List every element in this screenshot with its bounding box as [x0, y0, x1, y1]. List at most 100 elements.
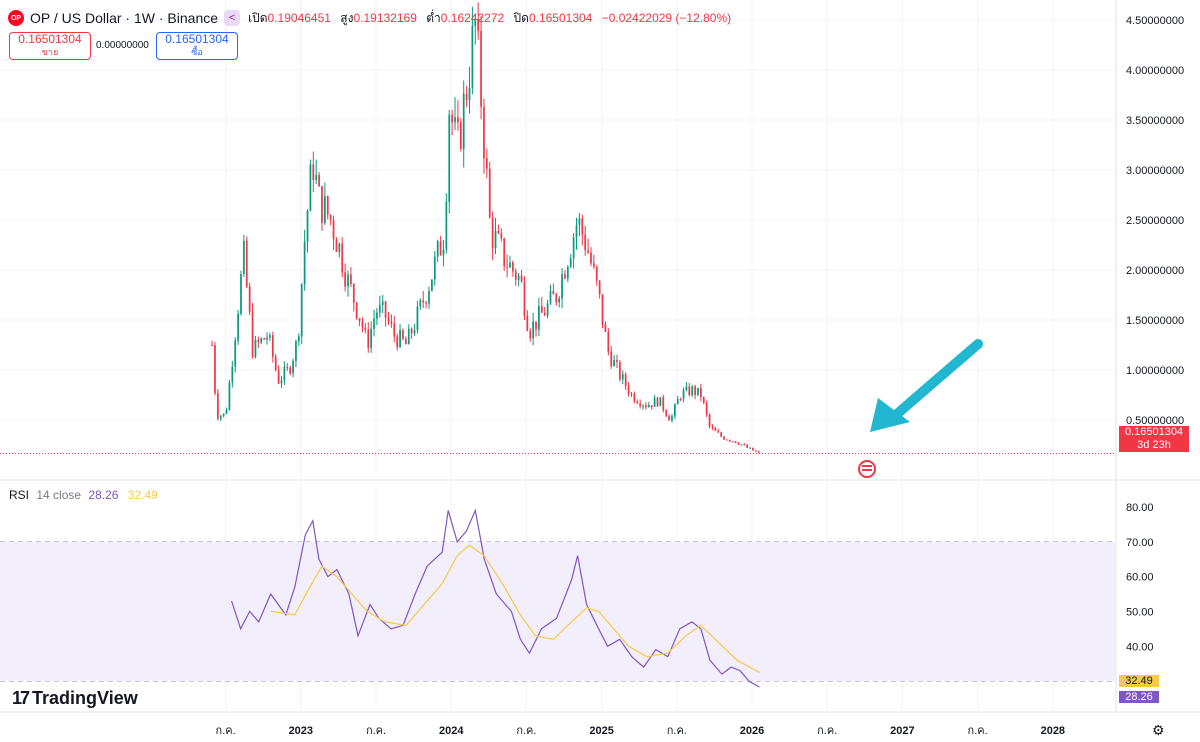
candle-body: [726, 439, 728, 441]
tradingview-logo[interactable]: 17 TradingView: [12, 688, 138, 709]
candle-body: [410, 328, 413, 334]
candle-body: [749, 447, 751, 449]
low-value: 0.16242272: [440, 10, 505, 25]
candle-countdown: 3d 23h: [1137, 439, 1171, 451]
rsi-band: [0, 541, 1116, 682]
time-tick-label: ก.ค.: [366, 725, 386, 737]
candle-body: [315, 174, 318, 181]
candle-body: [283, 366, 286, 381]
candle-body: [584, 234, 587, 251]
candle-body: [431, 279, 433, 291]
candle-body: [566, 266, 569, 279]
candle-body: [243, 240, 245, 275]
candle-body: [361, 320, 364, 328]
rsi-value-tag: 28.26: [1119, 691, 1159, 703]
candle-body: [529, 330, 532, 339]
candle-body: [433, 256, 436, 280]
candle-body: [257, 339, 260, 343]
candle-body: [601, 294, 604, 325]
candle-body: [269, 335, 271, 338]
candle-body: [271, 335, 274, 357]
candle-body: [390, 321, 393, 324]
rsi-tick-label: 80.00: [1126, 502, 1154, 514]
candle-body: [717, 430, 720, 433]
candle-body: [295, 341, 297, 361]
candle-body: [552, 291, 555, 295]
candle-body: [512, 262, 514, 272]
share-icon[interactable]: <: [224, 10, 241, 26]
candle-body: [355, 302, 358, 319]
candle-body: [277, 369, 280, 384]
candle-body: [480, 30, 482, 107]
candle-body: [752, 447, 754, 451]
candle-body: [442, 249, 445, 256]
symbol-title[interactable]: OP / US Dollar · 1W · Binance: [30, 10, 219, 26]
last-price-value: 0.16501304: [1124, 426, 1184, 438]
low-label: ต่ำ: [426, 10, 441, 25]
close-label: ปิด: [513, 10, 529, 25]
candle-body: [286, 366, 289, 368]
candle-body: [673, 404, 676, 417]
rsi-line: [231, 508, 760, 688]
sell-button[interactable]: 0.16501304 ขาย: [9, 32, 91, 60]
time-tick-label: 2028: [1041, 725, 1065, 737]
rsi-tick-label: 60.00: [1126, 572, 1154, 584]
candle-body: [457, 117, 459, 123]
candle-body: [757, 451, 760, 453]
gear-icon[interactable]: ⚙: [1152, 722, 1165, 738]
candle-body: [465, 93, 468, 101]
axes[interactable]: 4.50000000 4.00000000 3.50000000 3.00000000…: [216, 15, 1185, 737]
candle-body: [338, 243, 341, 252]
candle-body: [399, 329, 401, 348]
candle-body: [723, 436, 725, 440]
candle-body: [266, 337, 268, 340]
us-flag-event-icon[interactable]: [858, 460, 876, 478]
candle-body: [219, 415, 222, 419]
time-tick-label: ก.ค.: [667, 725, 687, 737]
candle-body: [630, 393, 633, 395]
candle-body: [416, 306, 419, 331]
candle-body: [364, 327, 367, 330]
candle-body: [633, 393, 636, 402]
candle-body: [624, 374, 627, 387]
candle-body: [251, 311, 254, 357]
open-label: เปิด: [248, 10, 268, 25]
candle-body: [647, 405, 650, 408]
candle-body: [569, 258, 572, 267]
candle-body: [329, 215, 332, 221]
candle-body: [248, 286, 251, 312]
price-tick-label: 4.00000000: [1126, 65, 1184, 77]
candle-body: [535, 321, 537, 330]
rsi-legend[interactable]: RSI 14 close 28.26 32.49: [9, 488, 158, 502]
candle-body: [216, 393, 219, 419]
candle-body: [228, 382, 231, 410]
change-value: −0.02422029 (−12.80%): [601, 10, 732, 25]
buy-button[interactable]: 0.16501304 ซื้อ: [156, 32, 238, 60]
candle-body: [303, 241, 306, 285]
sell-label: ขาย: [41, 47, 59, 57]
candle-body: [350, 274, 352, 285]
candle-body: [413, 330, 416, 334]
candle-body: [598, 280, 601, 295]
candle-body: [592, 263, 595, 267]
candle-body: [381, 301, 384, 305]
candle-body: [300, 284, 303, 337]
rsi-lines: [231, 508, 760, 688]
candle-body: [376, 312, 378, 319]
candle-body: [581, 218, 584, 235]
candle-body: [344, 272, 346, 287]
time-tick-label: 2025: [589, 725, 613, 737]
candle-body: [517, 275, 520, 280]
candle-body: [737, 443, 740, 445]
candle-body: [352, 284, 355, 303]
candle-body: [263, 338, 266, 340]
candle-body: [731, 441, 734, 443]
candle-body: [656, 397, 659, 406]
candle-body: [668, 415, 670, 421]
candle-body: [326, 196, 329, 216]
candle-body: [422, 300, 425, 303]
candle-body: [474, 18, 477, 26]
candle-body: [604, 324, 607, 332]
candle-body: [700, 387, 702, 398]
